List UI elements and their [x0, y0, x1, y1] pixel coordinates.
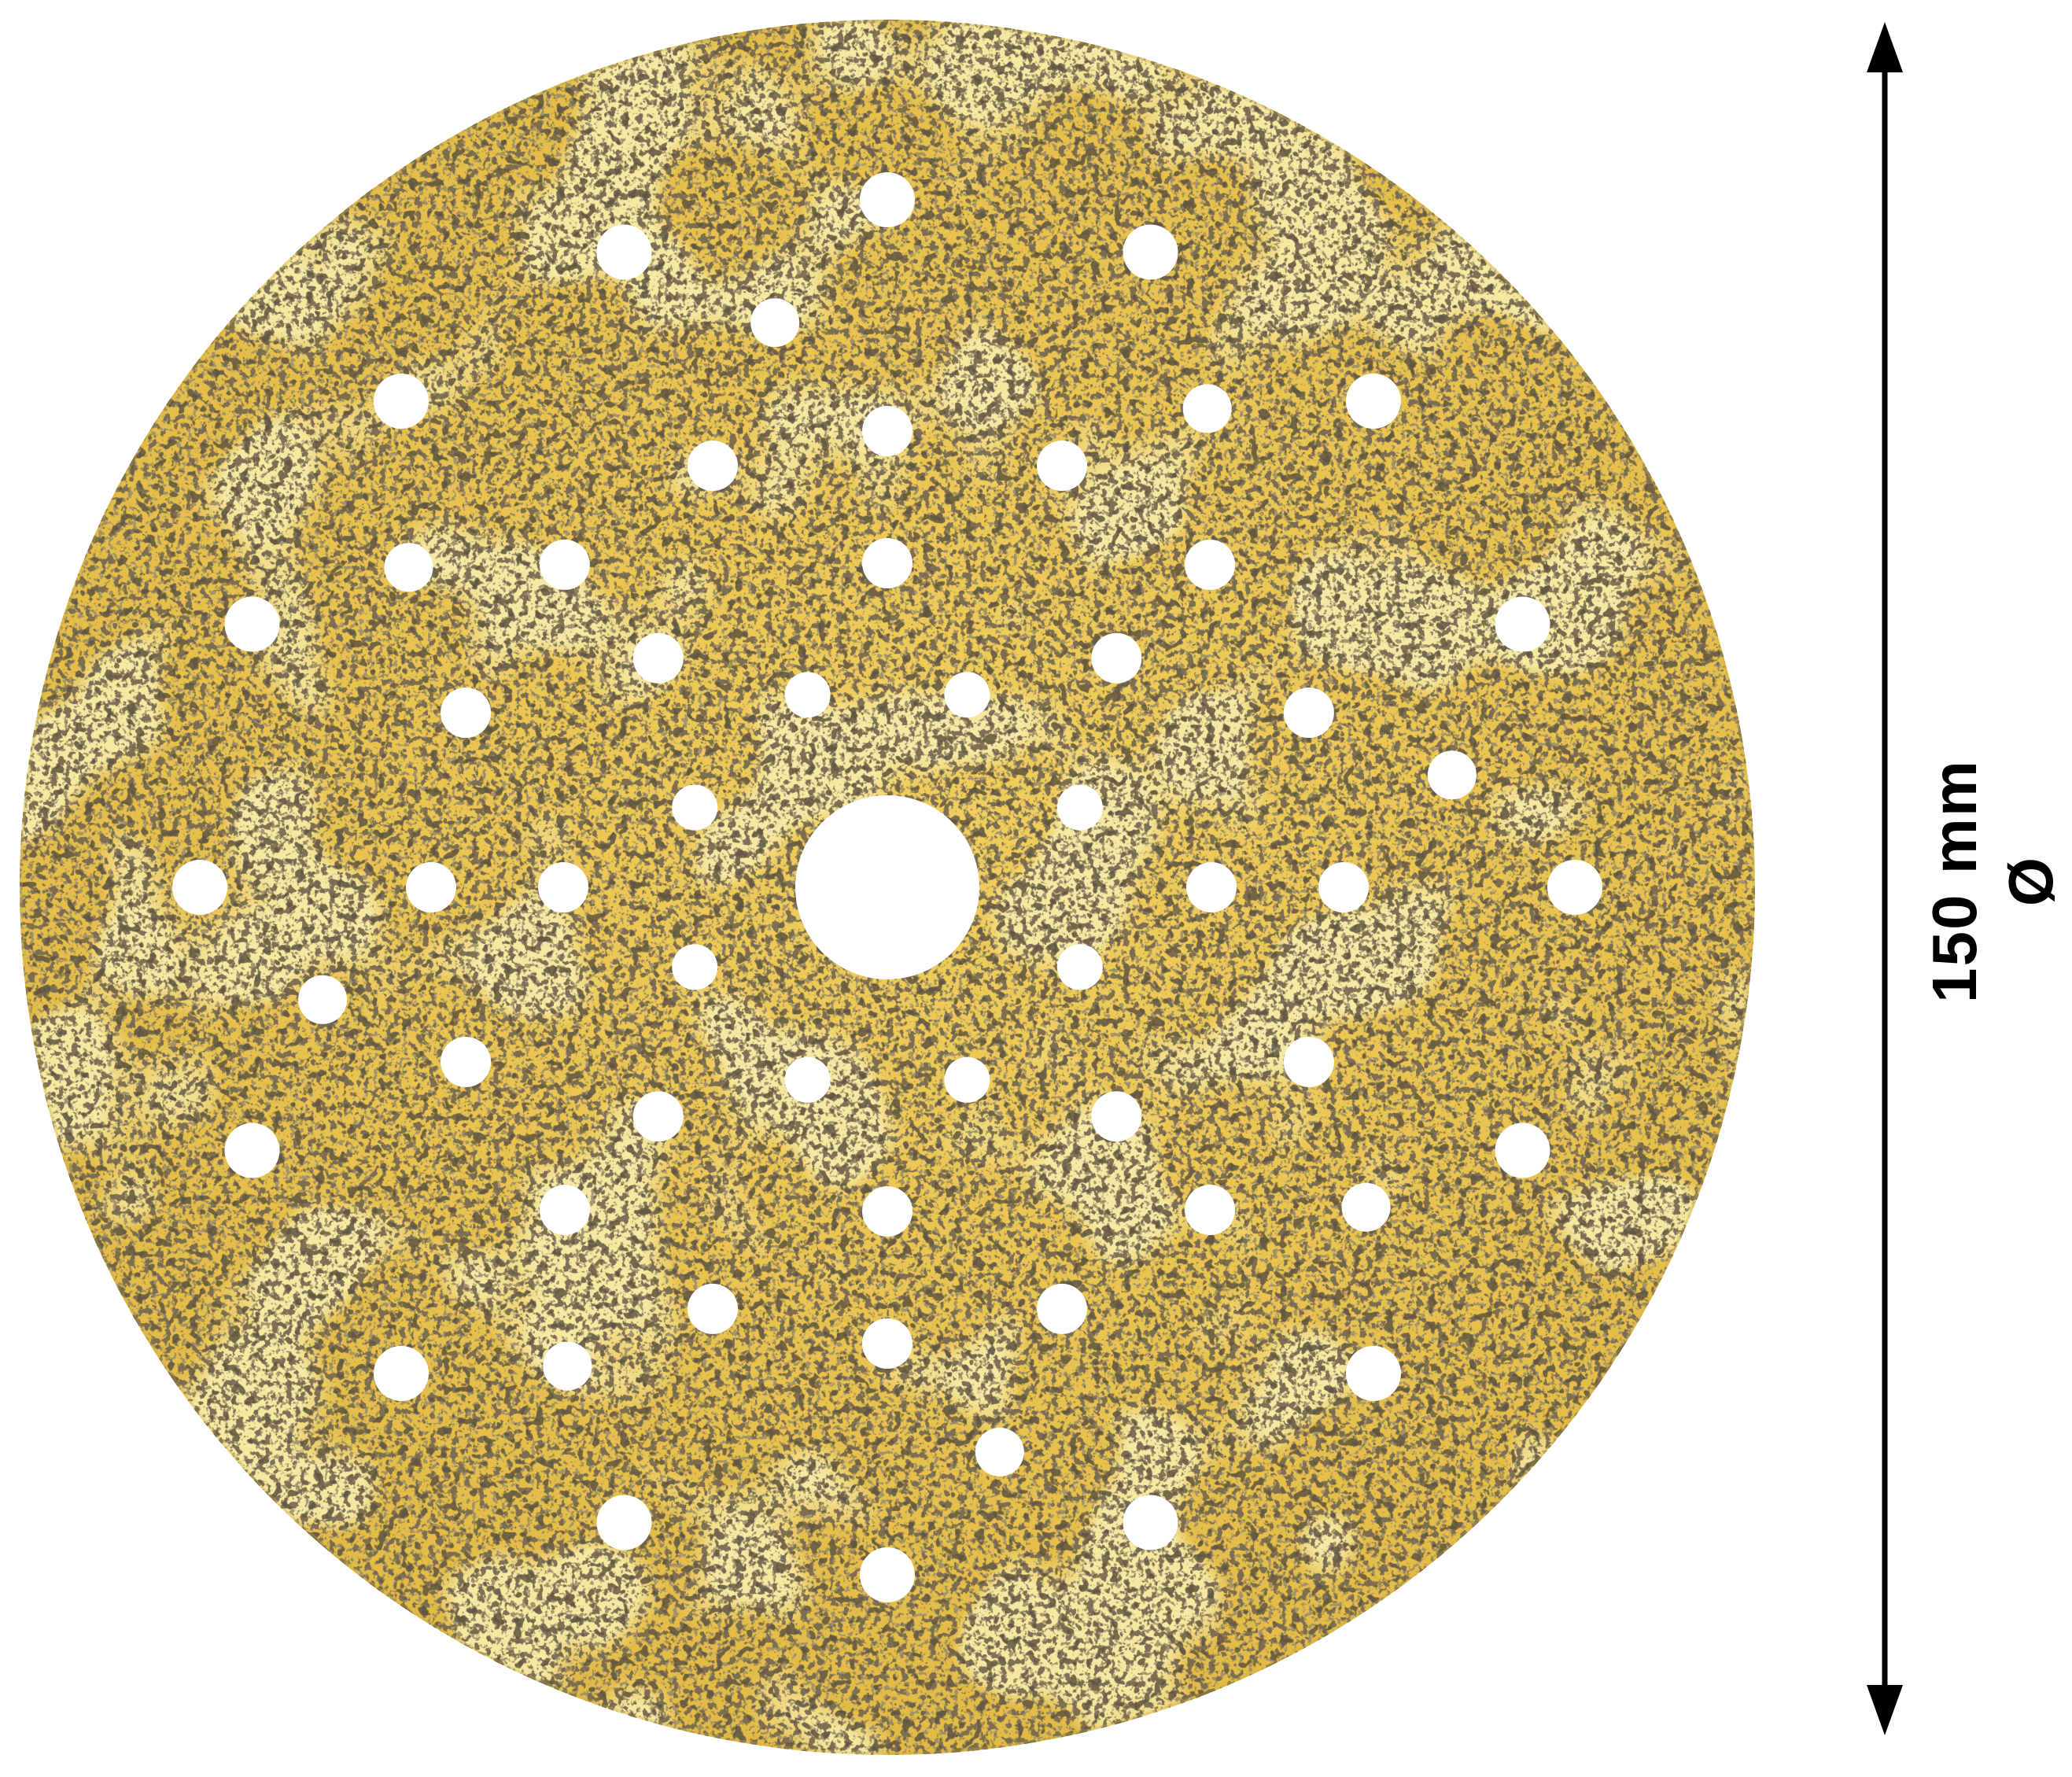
- dust-extraction-hole: [596, 1495, 652, 1550]
- dust-extraction-hole: [374, 374, 429, 429]
- dust-extraction-hole: [1186, 862, 1237, 912]
- dust-extraction-hole: [1547, 860, 1602, 915]
- dust-extraction-hole: [862, 1186, 912, 1237]
- dust-extraction-hole: [784, 672, 831, 718]
- dimension-arrowhead-top: [1867, 22, 1903, 72]
- diameter-symbol: Ø: [1996, 855, 2066, 907]
- dust-extraction-hole: [944, 672, 990, 718]
- dust-extraction-hole: [1185, 539, 1236, 590]
- disc-rim: [20, 20, 1755, 1755]
- dust-extraction-hole: [632, 632, 684, 684]
- dust-extraction-hole: [784, 1056, 831, 1103]
- dust-extraction-hole: [1037, 1283, 1087, 1334]
- center-hole: [795, 795, 979, 979]
- dust-extraction-hole: [1182, 384, 1232, 433]
- dust-extraction-hole: [862, 538, 912, 588]
- dust-extraction-hole: [596, 224, 652, 280]
- dust-extraction-hole: [1346, 1346, 1401, 1401]
- dust-extraction-hole: [975, 1427, 1024, 1477]
- dimension-value: 150 mm: [1919, 759, 1989, 1003]
- dust-extraction-hole: [224, 596, 280, 652]
- dust-extraction-hole: [539, 1185, 590, 1236]
- dust-extraction-hole: [406, 862, 456, 912]
- dust-extraction-hole: [862, 1318, 912, 1369]
- dust-extraction-hole: [1056, 944, 1103, 990]
- dust-extraction-hole: [1283, 1037, 1334, 1087]
- dust-extraction-hole: [441, 1037, 492, 1087]
- dust-extraction-hole: [538, 862, 588, 912]
- dust-extraction-hole: [539, 539, 590, 590]
- dust-extraction-hole: [441, 688, 492, 738]
- dust-extraction-hole: [1283, 688, 1334, 738]
- dimension-arrowhead-bottom: [1867, 1685, 1903, 1735]
- dust-extraction-hole: [298, 975, 348, 1024]
- dust-extraction-hole: [688, 1283, 738, 1334]
- dust-extraction-hole: [750, 298, 800, 348]
- dust-extraction-holes: [172, 172, 1602, 1602]
- dust-extraction-hole: [1346, 374, 1401, 429]
- dust-extraction-hole: [1091, 1091, 1142, 1142]
- dust-extraction-hole: [374, 1346, 429, 1401]
- dust-extraction-hole: [672, 944, 718, 990]
- dust-extraction-hole: [1091, 632, 1142, 684]
- dust-extraction-hole: [1123, 1495, 1178, 1550]
- dust-extraction-hole: [862, 406, 912, 456]
- dimension-label: 150 mm Ø: [1916, 759, 2069, 1003]
- dust-extraction-hole: [688, 441, 738, 492]
- dust-extraction-hole: [172, 860, 227, 915]
- dust-extraction-hole: [1185, 1185, 1236, 1236]
- dust-extraction-hole: [1427, 750, 1477, 800]
- dust-extraction-hole: [1495, 1123, 1550, 1178]
- dust-extraction-hole: [860, 172, 915, 227]
- dust-extraction-hole: [384, 543, 433, 592]
- dust-extraction-hole: [543, 1341, 592, 1391]
- dust-extraction-hole: [1341, 1182, 1391, 1232]
- dust-extraction-hole: [860, 1547, 915, 1602]
- dust-extraction-hole: [1495, 596, 1550, 652]
- dust-extraction-hole: [672, 784, 718, 831]
- dimension-arrow: [1867, 22, 1903, 1735]
- dust-extraction-hole: [224, 1123, 280, 1178]
- dust-extraction-hole: [1123, 224, 1178, 280]
- dust-extraction-hole: [944, 1056, 990, 1103]
- dust-extraction-hole: [1056, 784, 1103, 831]
- dust-extraction-hole: [1037, 441, 1087, 492]
- dust-extraction-hole: [1318, 862, 1369, 912]
- dust-extraction-hole: [632, 1091, 684, 1142]
